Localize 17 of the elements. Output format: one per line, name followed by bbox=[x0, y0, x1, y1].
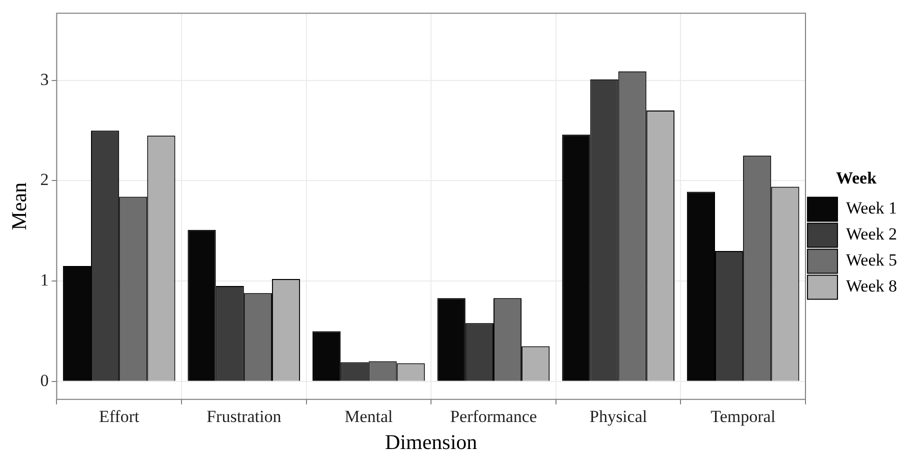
legend-label: Week 5 bbox=[846, 250, 898, 270]
y-tick-label: 2 bbox=[40, 170, 49, 190]
y-tick-label: 3 bbox=[40, 70, 49, 89]
x-tick-label: Frustration bbox=[206, 407, 282, 426]
legend-label: Week 2 bbox=[846, 224, 898, 244]
legend-label: Week 1 bbox=[846, 198, 898, 218]
legend-label: Week 8 bbox=[846, 276, 898, 296]
y-tick-label: 1 bbox=[40, 270, 49, 290]
x-axis-title: Dimension bbox=[385, 430, 478, 454]
x-tick-label: Performance bbox=[450, 407, 537, 426]
y-tick-label: 0 bbox=[40, 370, 49, 390]
legend-title: Week bbox=[836, 168, 878, 188]
x-tick-label: Temporal bbox=[710, 407, 776, 426]
y-axis-title: Mean bbox=[7, 182, 32, 230]
x-tick-label: Effort bbox=[98, 407, 140, 426]
x-tick-label: Physical bbox=[589, 407, 648, 426]
x-tick-label: Mental bbox=[344, 407, 394, 426]
